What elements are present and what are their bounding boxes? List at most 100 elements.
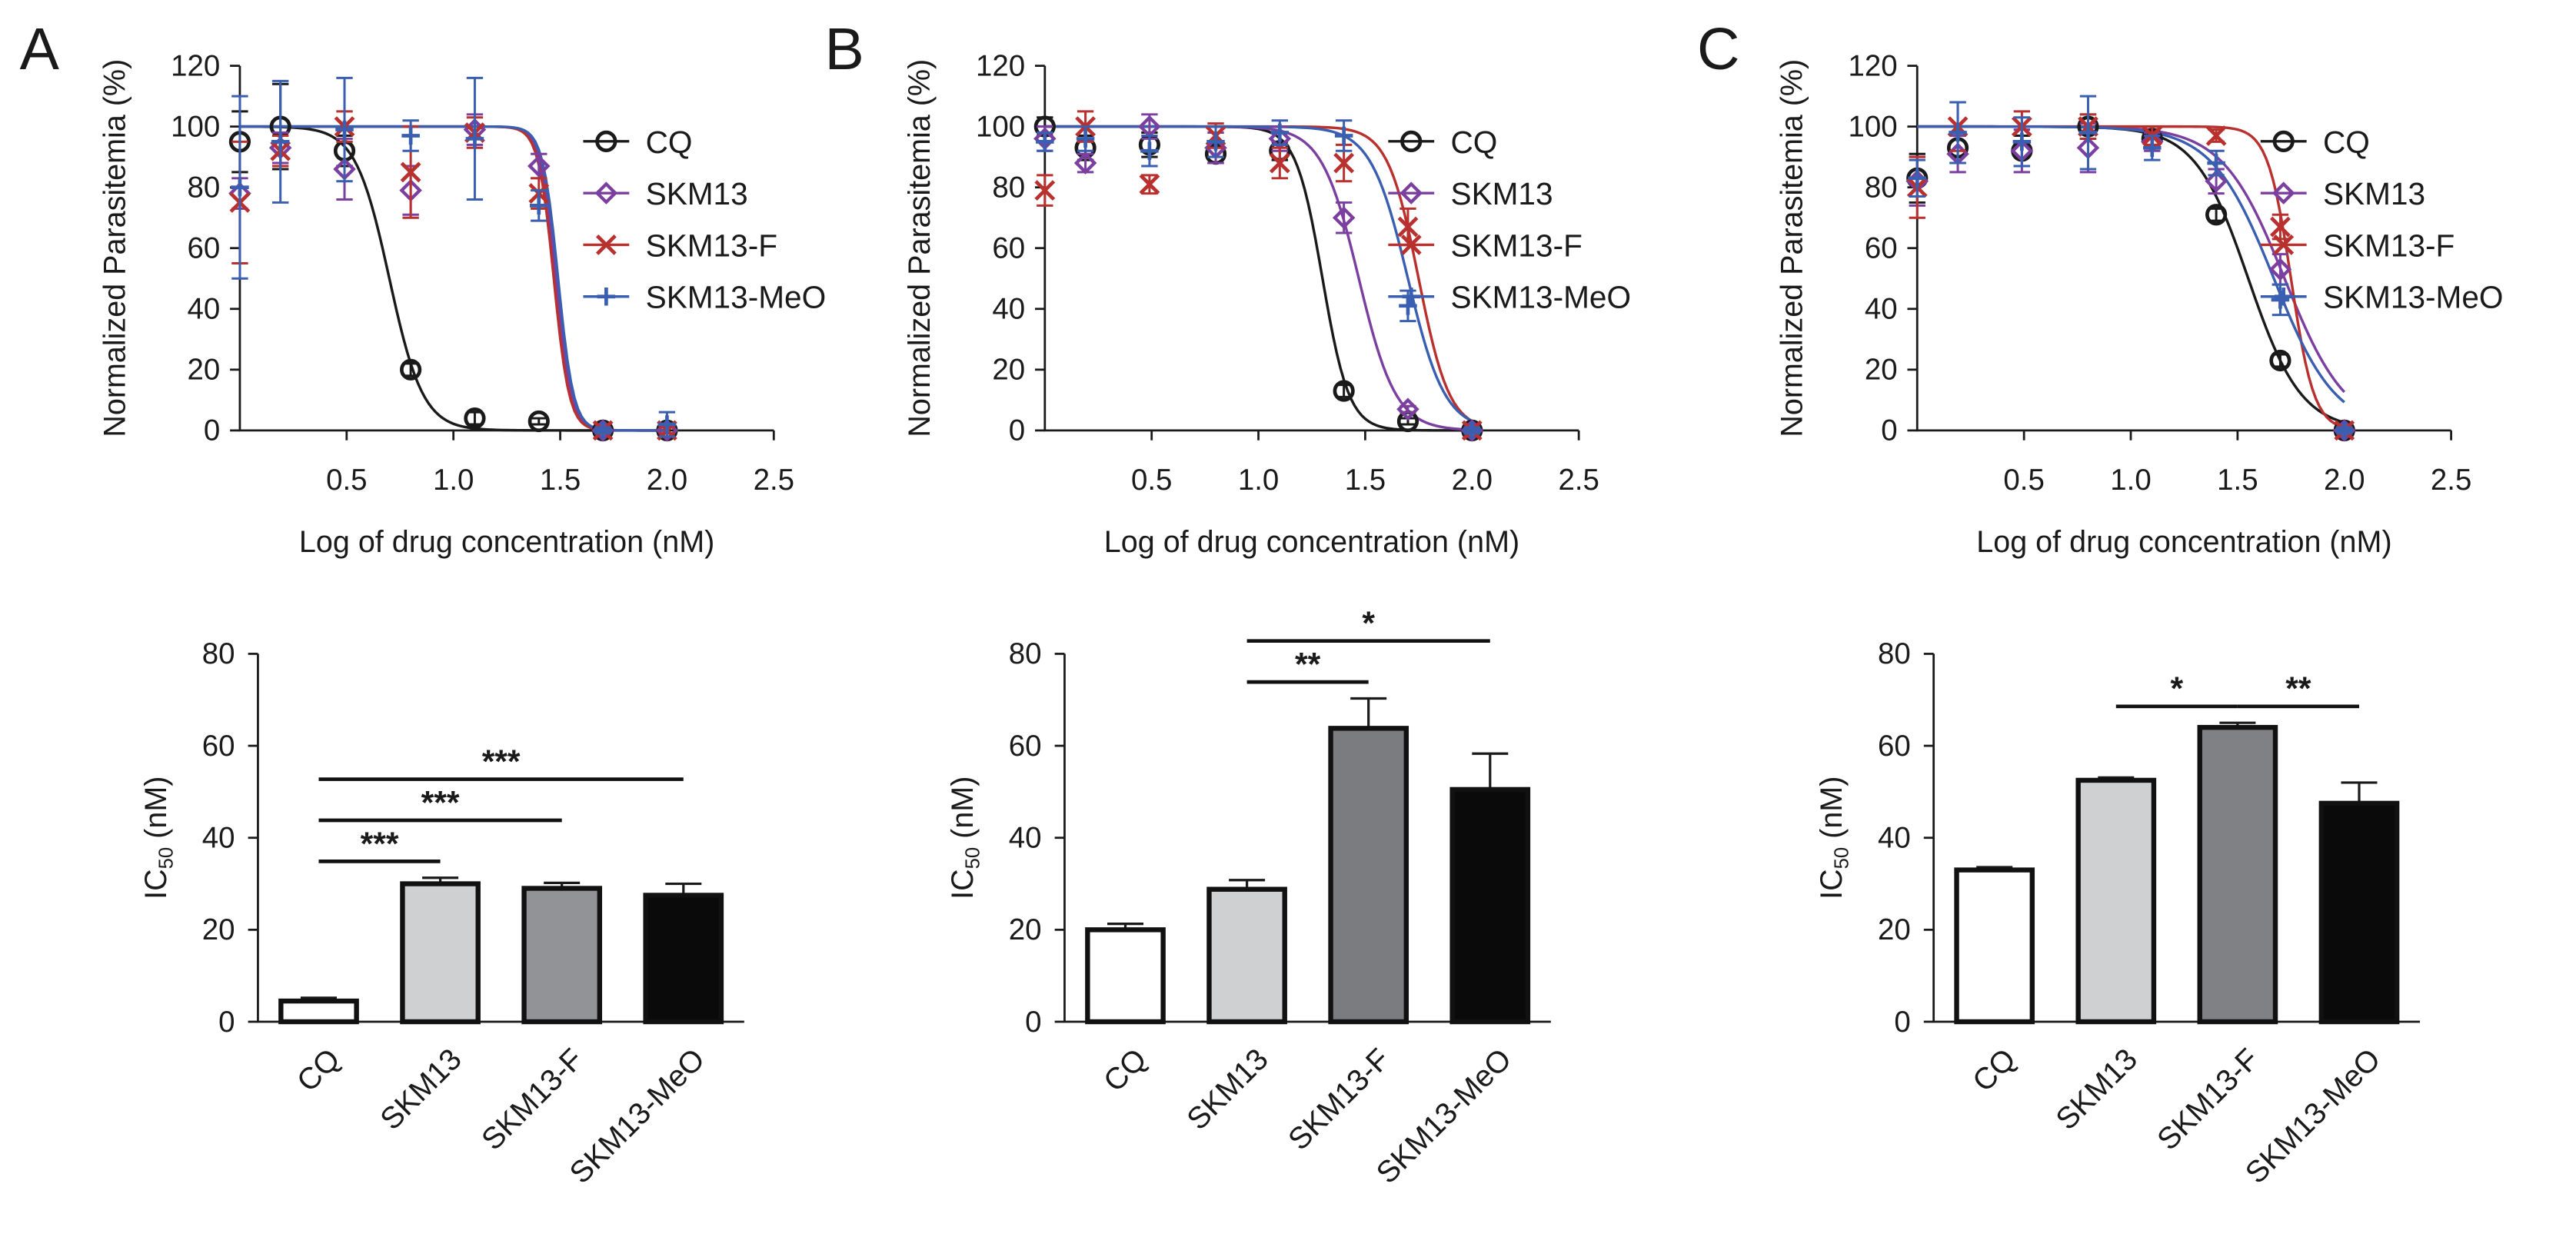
y-tick-label: 80 bbox=[1865, 171, 1898, 204]
legend-label: SKM13 bbox=[646, 176, 748, 211]
legend-marker bbox=[595, 234, 617, 255]
line-chart: B 0 20 40 60 80 100 120 0.5 1.0 1.5 2.0 2.5 Log of dr… bbox=[825, 16, 1632, 559]
legend-label: CQ bbox=[646, 125, 693, 160]
data-point bbox=[1076, 129, 1095, 148]
bar bbox=[1085, 927, 1166, 1025]
y-tick-label: 0 bbox=[1881, 414, 1897, 447]
x-tick-label: CQ bbox=[1966, 1042, 2022, 1099]
data-point bbox=[2078, 123, 2098, 142]
x-axis-label: Log of drug concentration (nM) bbox=[1976, 525, 2391, 559]
y-tick-label: 20 bbox=[1878, 913, 1911, 946]
data-point bbox=[1269, 152, 1290, 174]
y-axis-label-part: IC bbox=[946, 869, 980, 899]
y-axis-label-part: (nM) bbox=[139, 776, 173, 847]
y-tick-label: 0 bbox=[1025, 1006, 1041, 1039]
y-tick-label: 80 bbox=[992, 171, 1025, 204]
data-point bbox=[400, 161, 421, 183]
y-tick-label: 40 bbox=[202, 822, 235, 855]
legend-marker bbox=[1399, 181, 1423, 205]
data-point bbox=[1332, 206, 1356, 229]
x-tick-label: CQ bbox=[1097, 1042, 1153, 1099]
y-axis-label-part: (nM) bbox=[946, 776, 980, 847]
data-point bbox=[2270, 216, 2291, 238]
legend-label: SKM13 bbox=[1451, 176, 1553, 211]
data-point bbox=[2143, 138, 2162, 158]
bar bbox=[2318, 800, 2400, 1025]
data-point bbox=[594, 421, 612, 440]
y-axis-label: IC50 (nM) bbox=[1815, 776, 1853, 899]
y-tick-label: 80 bbox=[188, 171, 221, 204]
legend-marker bbox=[2271, 181, 2295, 205]
legend-marker bbox=[1402, 287, 1420, 306]
significance-label: *** bbox=[482, 743, 521, 780]
data-point bbox=[271, 132, 290, 151]
legend-marker bbox=[1400, 130, 1423, 152]
y-tick-label: 20 bbox=[188, 354, 221, 387]
data-point bbox=[400, 358, 422, 381]
x-tick-label: 1.5 bbox=[540, 464, 581, 497]
error-bar bbox=[1472, 752, 1509, 790]
bar bbox=[1449, 786, 1531, 1025]
data-point bbox=[2268, 258, 2292, 281]
y-tick-label: 0 bbox=[204, 414, 220, 447]
y-tick-label: 40 bbox=[1878, 822, 1911, 855]
x-tick-label: CQ bbox=[291, 1042, 347, 1099]
legend-marker bbox=[2274, 287, 2293, 306]
x-tick-label: SKM13 bbox=[2049, 1042, 2144, 1137]
x-tick-label: 0.5 bbox=[1131, 464, 1172, 497]
y-axis-label-part: (nM) bbox=[1815, 776, 1849, 847]
x-tick-label: 0.5 bbox=[2003, 464, 2044, 497]
legend-label: SKM13-MeO bbox=[646, 280, 827, 315]
bar bbox=[2197, 724, 2278, 1025]
data-point bbox=[527, 155, 551, 178]
x-tick-label: 2.0 bbox=[1452, 464, 1493, 497]
y-axis-label-part: IC bbox=[1815, 869, 1849, 899]
fit-curve bbox=[239, 125, 667, 432]
data-point bbox=[1034, 180, 1056, 201]
x-tick-label: 2.5 bbox=[2431, 464, 2471, 497]
error-bar bbox=[531, 417, 547, 426]
y-axis-label-part: 50 bbox=[1832, 847, 1853, 870]
data-point bbox=[1140, 141, 1159, 160]
fit-curve bbox=[239, 125, 667, 432]
error-bar bbox=[402, 362, 419, 377]
significance-label: ** bbox=[2285, 670, 2311, 707]
panel-label: C bbox=[1697, 16, 1740, 82]
bar bbox=[400, 881, 481, 1025]
data-point bbox=[2207, 154, 2225, 172]
bar bbox=[1954, 867, 2035, 1025]
y-tick-label: 20 bbox=[202, 913, 235, 946]
data-point bbox=[1139, 174, 1160, 195]
y-tick-label: 20 bbox=[1009, 913, 1042, 946]
data-point bbox=[465, 129, 484, 148]
y-axis-label: IC50 (nM) bbox=[139, 776, 178, 899]
x-tick-label: 2.0 bbox=[647, 464, 687, 497]
y-axis-label: Normalized Parasitemia (%) bbox=[98, 59, 131, 437]
y-tick-label: 40 bbox=[1009, 822, 1042, 855]
x-axis-label: Log of drug concentration (nM) bbox=[1104, 525, 1519, 559]
legend-label: CQ bbox=[2323, 125, 2370, 160]
legend-label: SKM13-MeO bbox=[1451, 280, 1632, 315]
bar bbox=[1328, 726, 1409, 1025]
x-tick-label: 1.0 bbox=[433, 464, 474, 497]
bar bbox=[278, 998, 359, 1025]
x-tick-label: SKM13-F bbox=[2151, 1042, 2265, 1157]
y-tick-label: 20 bbox=[1865, 354, 1898, 387]
data-point bbox=[1908, 169, 1927, 188]
data-point bbox=[1333, 152, 1355, 174]
bar bbox=[1206, 886, 1287, 1025]
legend-marker bbox=[594, 181, 618, 205]
data-point bbox=[528, 410, 550, 433]
data-point bbox=[1036, 132, 1054, 151]
y-axis-label: IC50 (nM) bbox=[946, 776, 984, 899]
data-point bbox=[1399, 297, 1417, 315]
data-point bbox=[2271, 291, 2290, 309]
fit-curve bbox=[239, 125, 667, 432]
x-tick-label: SKM13-F bbox=[1282, 1042, 1396, 1157]
legend-label: CQ bbox=[1451, 125, 1498, 160]
y-tick-label: 100 bbox=[1848, 110, 1897, 143]
legend-label: SKM13 bbox=[2323, 176, 2425, 211]
error-bar bbox=[466, 411, 484, 426]
